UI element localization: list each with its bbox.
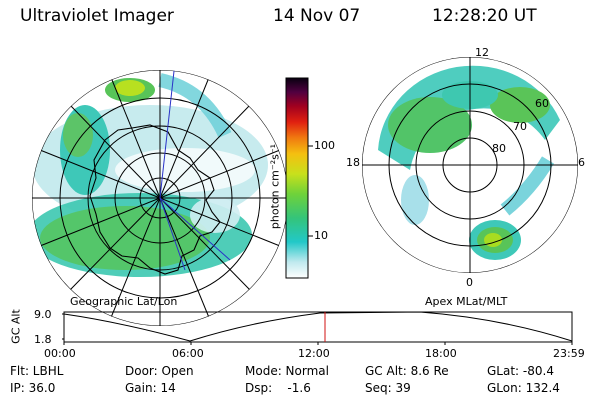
mlat-label-70: 70: [513, 120, 527, 133]
info-glat: GLat: -80.4: [487, 364, 554, 378]
left-emission-data: [32, 73, 268, 277]
altitude-curve: [63, 311, 573, 342]
colorbar-tick-100: 100: [314, 139, 335, 152]
colorbar-tick-10: 10: [314, 229, 328, 242]
info-filter: Flt: LBHL: [10, 364, 64, 378]
info-gc-alt: GC Alt: 8.6 Re: [365, 364, 449, 378]
altitude-x-tick-0: 00:00: [44, 347, 76, 360]
magnetic-meridian: [159, 70, 231, 271]
coastline: [89, 124, 221, 275]
altitude-x-tick-3: 18:00: [425, 347, 457, 360]
mlt-label-12: 12: [475, 46, 489, 59]
right-panel-caption: Apex MLat/MLT: [425, 295, 508, 308]
color-bar: [285, 77, 313, 279]
mlat-label-60: 60: [535, 97, 549, 110]
instrument-title: Ultraviolet Imager: [20, 6, 174, 26]
altitude-x-tick-4: 23:59: [553, 347, 585, 360]
info-dsp: Dsp: -1.6: [245, 381, 311, 395]
mlt-label-6: 6: [578, 156, 585, 169]
mlt-label-0: 0: [466, 276, 473, 289]
info-mode: Mode: Normal: [245, 364, 329, 378]
mlt-label-18: 18: [346, 156, 360, 169]
altitude-y-label: GC Alt: [9, 309, 23, 344]
geographic-map: [32, 70, 288, 326]
altitude-x-tick-2: 12:00: [298, 347, 330, 360]
altitude-x-tick-1: 06:00: [172, 347, 204, 360]
info-glon: GLon: 132.4: [487, 381, 560, 395]
altitude-plot: [62, 311, 573, 345]
time-label: 12:28:20 UT: [432, 6, 537, 26]
colorbar-unit-label: photon cm⁻²s⁻¹: [268, 143, 282, 230]
info-ip: IP: 36.0: [10, 381, 56, 395]
altitude-y-tick-high: 9.0: [34, 308, 52, 321]
magnetic-map: [362, 57, 578, 273]
left-panel-caption: Geographic Lat/Lon: [70, 295, 178, 308]
date-label: 14 Nov 07: [273, 6, 361, 26]
info-door: Door: Open: [125, 364, 194, 378]
mlat-label-80: 80: [492, 142, 506, 155]
altitude-y-tick-low: 1.8: [34, 333, 52, 346]
info-gain: Gain: 14: [125, 381, 176, 395]
info-seq: Seq: 39: [365, 381, 411, 395]
